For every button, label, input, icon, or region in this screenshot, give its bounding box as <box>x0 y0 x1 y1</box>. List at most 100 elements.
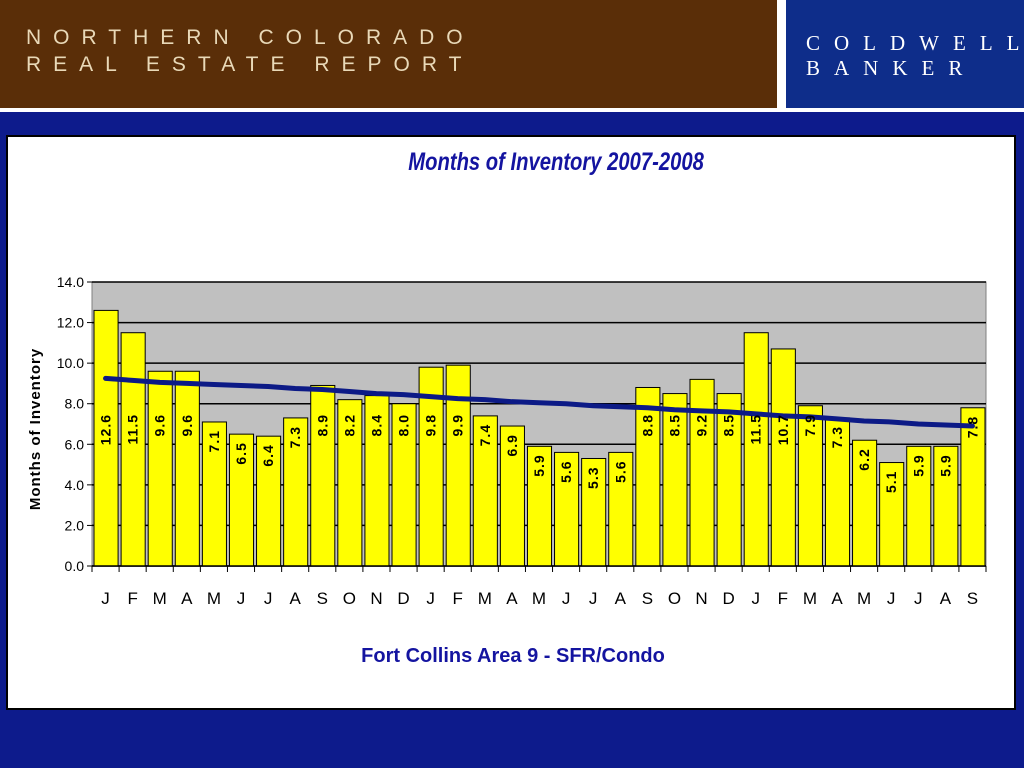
data-label: 6.4 <box>260 444 276 466</box>
data-label: 8.8 <box>639 414 655 436</box>
trend-line <box>103 375 975 429</box>
x-tick-label: J <box>887 589 896 608</box>
bar <box>581 457 607 567</box>
data-label: 9.8 <box>423 414 439 436</box>
data-label: 7.8 <box>964 416 980 438</box>
data-label: 9.6 <box>152 414 168 436</box>
y-tick-label: 14.0 <box>57 274 84 290</box>
bar <box>608 451 634 567</box>
x-tick-label: S <box>967 589 978 608</box>
x-tick-label: A <box>506 589 518 608</box>
x-tick-label: J <box>589 589 598 608</box>
data-label: 7.9 <box>802 414 818 436</box>
bar <box>310 384 336 567</box>
x-tick-label: J <box>264 589 273 608</box>
x-tick-label: M <box>532 589 546 608</box>
data-label: 7.3 <box>829 426 845 448</box>
x-tick-label: S <box>642 589 653 608</box>
data-label: 5.9 <box>531 454 547 476</box>
x-tick-label: S <box>317 589 328 608</box>
y-tick-label: 2.0 <box>65 517 85 533</box>
x-tick-label: J <box>562 589 571 608</box>
data-label: 10.7 <box>775 414 791 445</box>
data-label: 5.6 <box>612 460 628 482</box>
data-label: 8.9 <box>314 414 330 436</box>
chart-caption: Fort Collins Area 9 - SFR/Condo <box>361 645 665 667</box>
x-tick-label: N <box>695 589 707 608</box>
data-label: 11.5 <box>125 414 141 444</box>
data-label: 11.5 <box>748 414 764 444</box>
bar <box>228 433 255 567</box>
bar <box>499 425 525 567</box>
x-tick-label: A <box>290 589 302 608</box>
brand-line1: COLDWELL <box>806 31 1024 55</box>
bar <box>716 393 742 567</box>
bar <box>824 417 851 567</box>
brand-name: COLDWELL BANKER <box>806 31 1024 81</box>
bar <box>445 364 471 567</box>
x-tick-label: D <box>722 589 734 608</box>
bar <box>120 332 146 567</box>
x-tick-label: J <box>237 589 246 608</box>
bar <box>960 407 986 567</box>
y-tick-label: 4.0 <box>65 477 85 493</box>
header-left-band: NORTHERN COLORADO REAL ESTATE REPORT <box>0 0 777 108</box>
bar <box>256 435 282 567</box>
bar <box>852 439 878 567</box>
x-tick-label: J <box>751 589 760 608</box>
bar <box>554 451 580 567</box>
data-label: 6.9 <box>504 434 520 456</box>
y-tick-label: 10.0 <box>57 355 84 371</box>
data-label: 8.5 <box>721 414 737 436</box>
bar <box>662 393 688 567</box>
data-label: 6.5 <box>233 442 249 464</box>
x-tick-label: A <box>831 589 843 608</box>
y-tick-label: 6.0 <box>65 436 85 452</box>
data-label: 5.9 <box>910 454 926 476</box>
bar <box>797 405 823 567</box>
x-tick-label: M <box>478 589 492 608</box>
header-rule <box>0 108 1024 112</box>
x-tick-label: M <box>803 589 817 608</box>
data-label: 7.4 <box>477 424 493 446</box>
x-tick-label: A <box>940 589 952 608</box>
x-tick-label: J <box>914 589 923 608</box>
bar <box>472 415 498 567</box>
data-label: 8.5 <box>666 414 682 436</box>
y-tick-label: 12.0 <box>57 315 84 331</box>
bar <box>337 399 363 567</box>
data-label: 7.1 <box>206 430 222 452</box>
x-tick-label: A <box>181 589 193 608</box>
data-label: 9.9 <box>450 414 466 436</box>
report-title-line2: REAL ESTATE REPORT <box>26 53 474 76</box>
inventory-chart: Months of Inventory 2007-2008 0.0 2.0 4.0 6.… <box>27 148 987 608</box>
bar <box>933 445 959 567</box>
x-tick-label: J <box>426 589 435 608</box>
bar <box>174 370 200 567</box>
bar <box>526 445 553 567</box>
x-tick-label: D <box>397 589 409 608</box>
x-tick-label: A <box>615 589 627 608</box>
data-label: 5.6 <box>558 460 574 482</box>
bar <box>418 366 444 567</box>
x-tick-label: N <box>370 589 382 608</box>
y-tick-label: 8.0 <box>65 396 85 412</box>
x-tick-label: M <box>857 589 871 608</box>
bar <box>906 445 932 567</box>
x-tick-label: J <box>101 589 110 608</box>
y-axis-label: Months of Inventory <box>27 348 44 510</box>
bar <box>283 417 309 567</box>
data-label: 7.3 <box>287 426 303 448</box>
data-label: 5.9 <box>937 454 953 476</box>
chart-panel: Months of Inventory 2007-2008 0.0 2.0 4.0 6.… <box>6 135 1016 710</box>
x-tick-label: F <box>453 589 463 608</box>
bar <box>770 348 796 567</box>
report-title-line1: NORTHERN COLORADO <box>26 26 475 49</box>
bar <box>879 462 905 567</box>
header-divider <box>777 0 786 108</box>
bar <box>391 403 417 567</box>
x-tick-label: M <box>153 589 167 608</box>
x-tick-label: O <box>343 589 356 608</box>
bar <box>689 378 715 567</box>
data-label: 8.2 <box>341 414 357 436</box>
